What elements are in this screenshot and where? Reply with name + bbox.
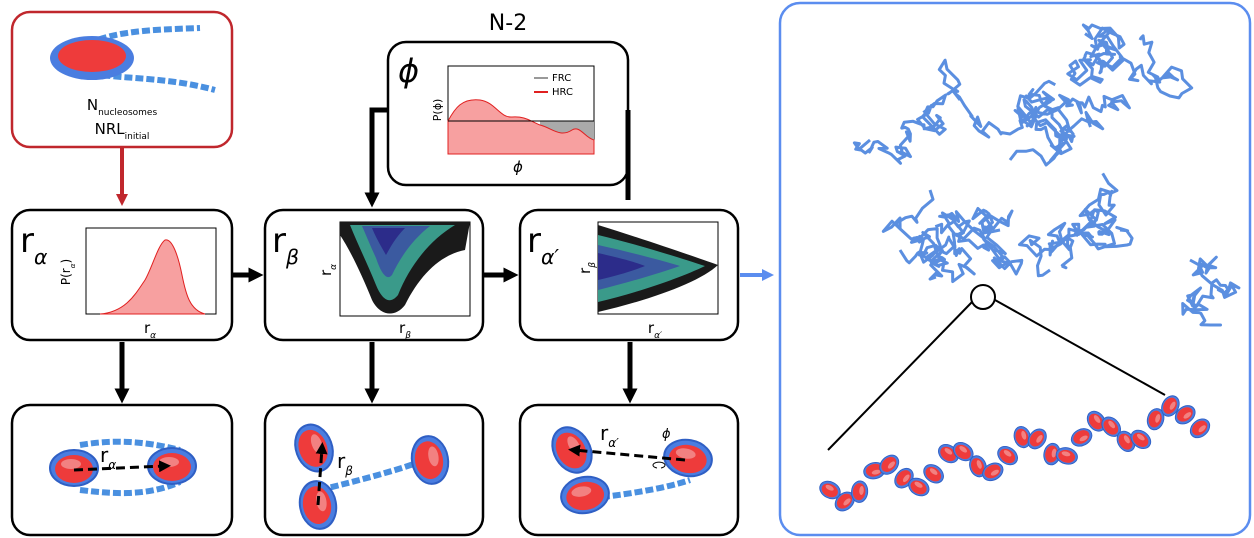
- text: α′: [608, 436, 619, 450]
- step-plot: [86, 228, 216, 314]
- dihedral-symbol: ϕ: [398, 52, 419, 90]
- text: nucleosomes: [98, 108, 157, 118]
- text: β: [588, 262, 598, 269]
- text: β: [404, 331, 411, 341]
- text: α: [150, 331, 156, 341]
- text: β: [344, 464, 353, 478]
- step-plot: [598, 222, 718, 314]
- text: α′: [541, 245, 559, 269]
- text: α′: [654, 331, 662, 341]
- text: α: [108, 458, 116, 472]
- example-angle: ϕ: [662, 427, 671, 442]
- text: r: [272, 221, 286, 261]
- text: α: [34, 245, 48, 269]
- figure: Nnucleosomes NRLinitial N-2 ϕ FRC HRC P(…: [0, 0, 1254, 538]
- text: α: [329, 264, 339, 270]
- x-label: ϕ: [513, 158, 523, 176]
- y-label: P(ϕ): [431, 99, 444, 121]
- loop-label: N-2: [489, 11, 527, 36]
- legend-entry: HRC: [552, 87, 573, 98]
- text: N: [87, 96, 98, 114]
- example-box: [265, 405, 483, 535]
- step-plot: [340, 222, 470, 316]
- example-box: [12, 405, 232, 535]
- text: P(r: [59, 268, 73, 285]
- text: r: [527, 221, 541, 261]
- dihedral-plot: [448, 66, 594, 154]
- text: initial: [125, 132, 150, 142]
- text: ): [59, 259, 73, 264]
- text: r: [20, 221, 34, 261]
- arrow: [372, 110, 388, 200]
- legend-entry: FRC: [552, 73, 571, 84]
- text: β: [285, 245, 299, 269]
- text: NRL: [95, 120, 126, 138]
